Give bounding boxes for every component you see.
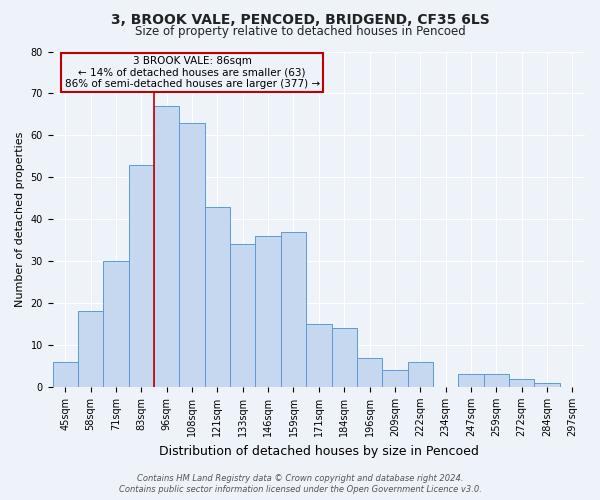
Text: 3, BROOK VALE, PENCOED, BRIDGEND, CF35 6LS: 3, BROOK VALE, PENCOED, BRIDGEND, CF35 6… <box>110 12 490 26</box>
Bar <box>382 370 407 387</box>
Bar <box>306 324 332 387</box>
Bar <box>509 378 535 387</box>
Bar <box>256 236 281 387</box>
Bar <box>103 261 129 387</box>
X-axis label: Distribution of detached houses by size in Pencoed: Distribution of detached houses by size … <box>159 444 479 458</box>
Bar <box>230 244 256 387</box>
Y-axis label: Number of detached properties: Number of detached properties <box>15 132 25 307</box>
Bar <box>332 328 357 387</box>
Bar <box>484 374 509 387</box>
Bar <box>179 123 205 387</box>
Bar <box>129 164 154 387</box>
Bar <box>53 362 78 387</box>
Text: Size of property relative to detached houses in Pencoed: Size of property relative to detached ho… <box>134 25 466 38</box>
Bar <box>78 312 103 387</box>
Text: 3 BROOK VALE: 86sqm
← 14% of detached houses are smaller (63)
86% of semi-detach: 3 BROOK VALE: 86sqm ← 14% of detached ho… <box>65 56 320 89</box>
Bar <box>357 358 382 387</box>
Bar <box>154 106 179 387</box>
Text: Contains HM Land Registry data © Crown copyright and database right 2024.
Contai: Contains HM Land Registry data © Crown c… <box>119 474 481 494</box>
Bar <box>458 374 484 387</box>
Bar <box>407 362 433 387</box>
Bar <box>535 383 560 387</box>
Bar <box>281 232 306 387</box>
Bar <box>205 206 230 387</box>
